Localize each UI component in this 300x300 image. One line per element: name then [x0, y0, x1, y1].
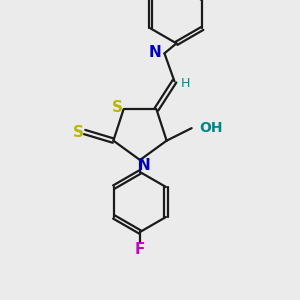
Text: H: H: [181, 77, 190, 90]
Text: N: N: [138, 158, 150, 172]
Text: N: N: [149, 45, 162, 60]
Text: F: F: [135, 242, 145, 257]
Text: OH: OH: [200, 121, 223, 135]
Text: S: S: [112, 100, 123, 115]
Text: S: S: [73, 124, 84, 140]
